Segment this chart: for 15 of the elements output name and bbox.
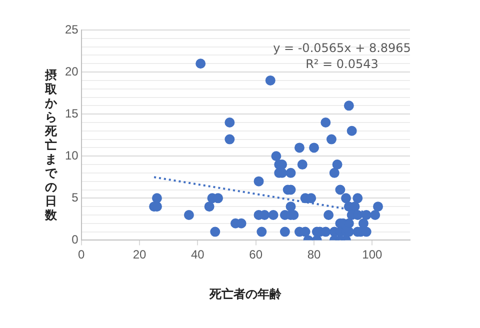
- x-tick-label: 100: [362, 248, 383, 262]
- text: 摂取から死亡までの日数: [45, 68, 57, 222]
- y-tick-label: 0: [72, 232, 79, 247]
- x-tick-label: 60: [249, 248, 263, 262]
- x-tick-label: 20: [132, 248, 147, 262]
- y-tick-label: 25: [64, 22, 79, 36]
- x-axis-title: 死亡者の年齢: [208, 287, 283, 302]
- y-tick-label: 10: [64, 148, 79, 162]
- x-tick-label: 40: [191, 248, 205, 262]
- annotation: y = -0.0565x + 8.8965: [273, 41, 411, 55]
- x-tick-label: 80: [307, 248, 322, 262]
- y-tick-label: 20: [64, 64, 79, 78]
- y-tick-label: 15: [64, 106, 79, 120]
- y-tick-label: 5: [72, 190, 79, 204]
- annotation: R² = 0.0543: [306, 57, 378, 71]
